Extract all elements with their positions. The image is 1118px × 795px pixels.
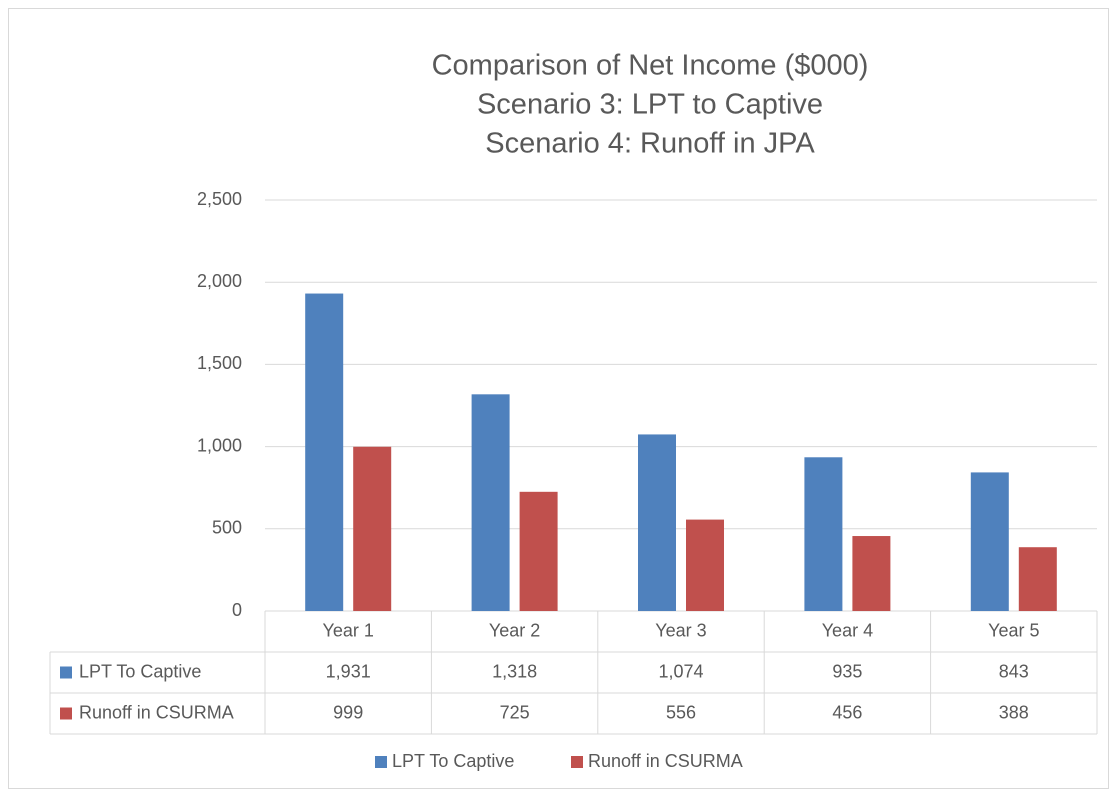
legend-swatch — [571, 756, 583, 768]
chart-title: Comparison of Net Income ($000) — [432, 50, 869, 82]
chart-border — [8, 8, 1109, 789]
y-tick-label: 1,500 — [197, 353, 242, 373]
table-value: 999 — [333, 702, 363, 722]
bar — [471, 394, 510, 611]
bar — [305, 293, 344, 611]
bar — [519, 491, 558, 611]
bar — [353, 446, 392, 611]
bar — [970, 472, 1009, 611]
table-value: 456 — [832, 702, 862, 722]
bar — [638, 434, 676, 611]
y-tick-label: 2,000 — [197, 271, 242, 291]
chart-subtitle: Scenario 4: Runoff in JPA — [485, 128, 815, 160]
y-tick-label: 1,000 — [197, 435, 242, 455]
table-value: 556 — [666, 702, 696, 722]
y-tick-label: 500 — [212, 518, 242, 538]
table-value: 388 — [999, 702, 1029, 722]
x-tick-label: Year 3 — [655, 620, 706, 640]
legend-label: LPT To Captive — [392, 751, 514, 771]
bar — [686, 519, 724, 611]
table-value: 843 — [999, 661, 1029, 681]
table-row-label: Runoff in CSURMA — [79, 702, 234, 722]
table-value: 725 — [500, 702, 530, 722]
table-value: 1,931 — [326, 661, 371, 681]
bar — [804, 457, 843, 611]
y-tick-label: 0 — [232, 600, 242, 620]
x-tick-label: Year 1 — [323, 620, 374, 640]
legend-swatch — [375, 756, 387, 768]
table-swatch — [60, 666, 72, 679]
chart-subtitle: Scenario 3: LPT to Captive — [477, 89, 823, 121]
bar — [852, 536, 891, 611]
x-tick-label: Year 4 — [822, 620, 873, 640]
table-value: 1,318 — [492, 661, 537, 681]
table-value: 1,074 — [658, 661, 703, 681]
bar — [1018, 547, 1057, 611]
x-tick-label: Year 2 — [489, 620, 540, 640]
y-tick-label: 2,500 — [197, 189, 242, 209]
legend-label: Runoff in CSURMA — [588, 751, 743, 771]
table-swatch — [60, 707, 72, 720]
table-value: 935 — [832, 661, 862, 681]
x-tick-label: Year 5 — [988, 620, 1039, 640]
table-row-label: LPT To Captive — [79, 661, 201, 681]
